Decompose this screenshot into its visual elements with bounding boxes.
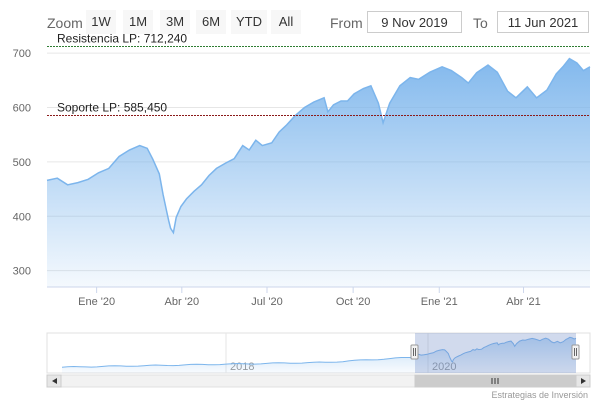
x-tick-label: Abr '20 [165,296,200,308]
x-tick-label: Ene '21 [421,296,458,308]
from-date-input[interactable]: 9 Nov 2019 [367,11,462,33]
zoom-3m-button[interactable]: 3M [160,10,190,34]
series-line [46,57,591,235]
zoom-ytd-button[interactable]: YTD [231,10,267,34]
to-label: To [473,15,488,31]
x-tick-label: Ene '20 [78,296,115,308]
zoom-1w-button[interactable]: 1W [86,10,116,34]
scroll-left-arrow-icon [52,378,57,384]
credit-label: Estrategias de Inversión [491,390,588,400]
zoom-all-button[interactable]: All [271,10,301,34]
navigator-right-handle[interactable] [571,344,580,360]
zoom-1m-button[interactable]: 1M [123,10,153,34]
y-tick-label: 500 [13,157,31,169]
zoom-6m-button[interactable]: 6M [196,10,226,34]
resistance-label: Resistencia LP: 712,240 [57,32,187,46]
x-tick-label: Abr '21 [506,296,541,308]
navigator-left-handle[interactable] [410,344,419,360]
navigator-selection[interactable] [415,333,576,373]
x-tick-label: Jul '20 [251,296,282,308]
navigator-line [61,336,577,368]
navigator-area [62,337,576,373]
y-tick-label: 300 [13,266,31,278]
y-tick-label: 700 [13,48,31,60]
y-tick-label: 600 [13,103,31,115]
zoom-label: Zoom [47,15,83,31]
scroll-right-arrow-icon [581,378,586,384]
from-label: From [330,15,363,31]
y-tick-label: 400 [13,211,31,223]
support-label: Soporte LP: 585,450 [57,100,167,114]
x-tick-label: Oct '20 [336,296,371,308]
to-date-input[interactable]: 11 Jun 2021 [497,11,589,33]
series-area [47,58,590,287]
